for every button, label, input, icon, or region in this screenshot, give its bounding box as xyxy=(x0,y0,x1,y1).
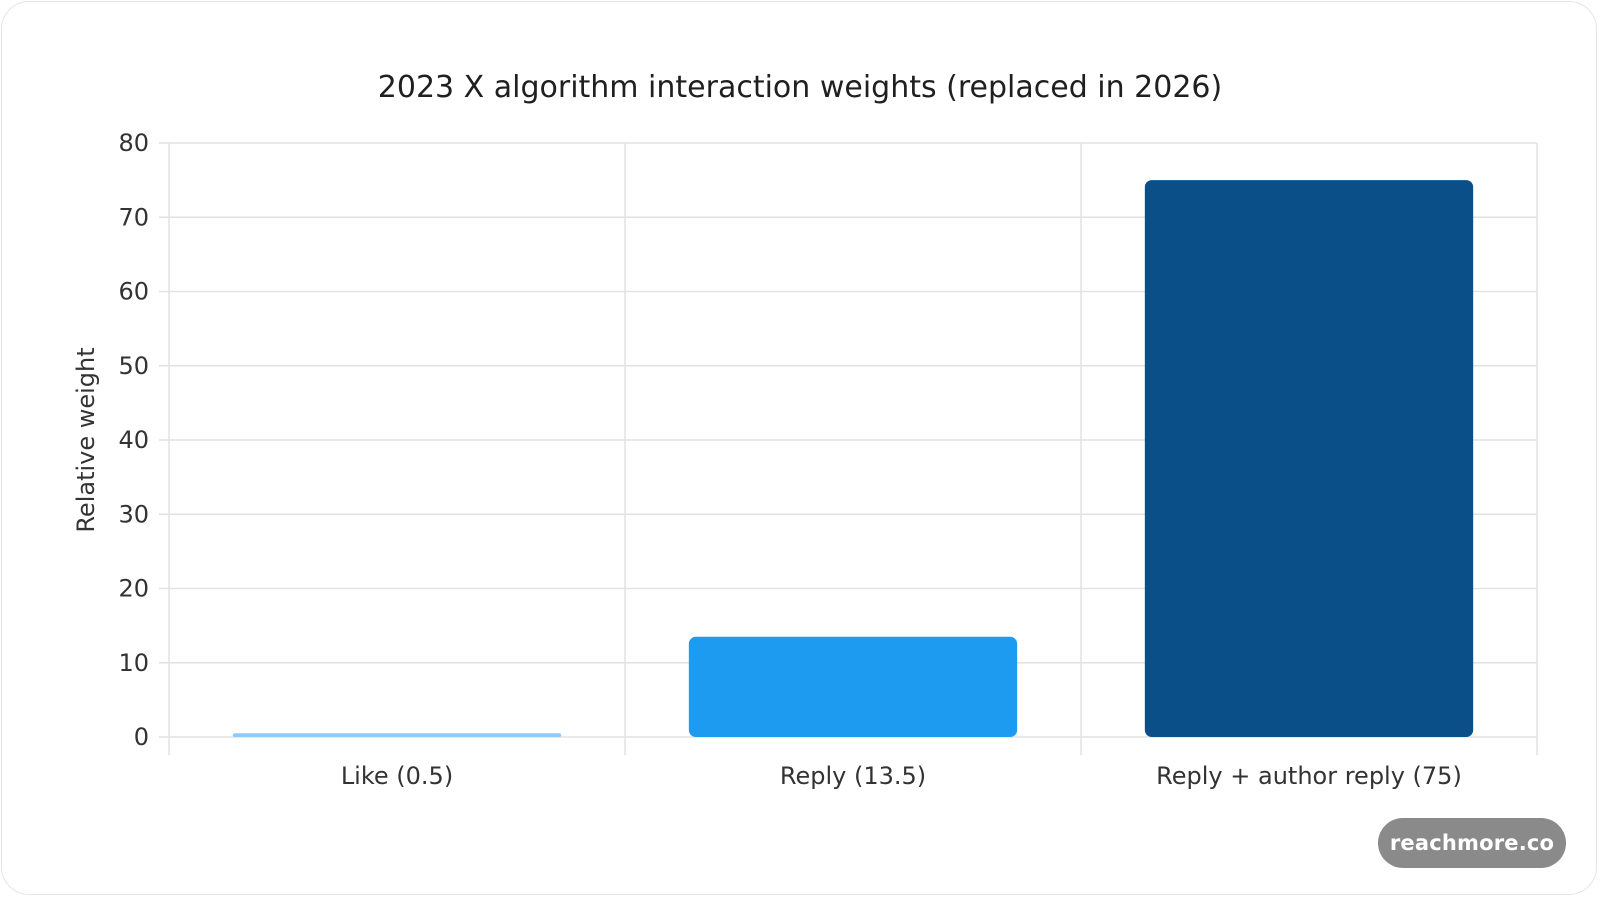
y-tick-label: 70 xyxy=(118,203,149,231)
x-tick-label: Reply + author reply (75) xyxy=(1156,762,1462,790)
y-tick-label: 20 xyxy=(118,575,149,603)
y-tick-label: 50 xyxy=(118,352,149,380)
bar-1 xyxy=(688,636,1018,737)
bar-2 xyxy=(1144,180,1474,737)
y-axis-ticks: 0 10 20 30 40 50 60 70 80 xyxy=(118,129,149,751)
chart-title: 2023 X algorithm interaction weights (re… xyxy=(378,70,1222,105)
bars xyxy=(232,180,1474,737)
bar-0 xyxy=(232,733,562,737)
y-axis-label: Relative weight xyxy=(72,347,100,532)
watermark-badge: reachmore.co xyxy=(1378,818,1566,868)
y-tick-label: 40 xyxy=(118,426,149,454)
y-tick-label: 80 xyxy=(118,129,149,157)
x-tick-label: Like (0.5) xyxy=(341,762,453,790)
y-tick-label: 0 xyxy=(134,723,149,751)
y-tick-label: 10 xyxy=(118,649,149,677)
y-tick-label: 60 xyxy=(118,278,149,306)
y-tick-label: 30 xyxy=(118,500,149,528)
x-axis-ticks: Like (0.5) Reply (13.5) Reply + author rep… xyxy=(341,762,1462,790)
x-tick-label: Reply (13.5) xyxy=(780,762,926,790)
